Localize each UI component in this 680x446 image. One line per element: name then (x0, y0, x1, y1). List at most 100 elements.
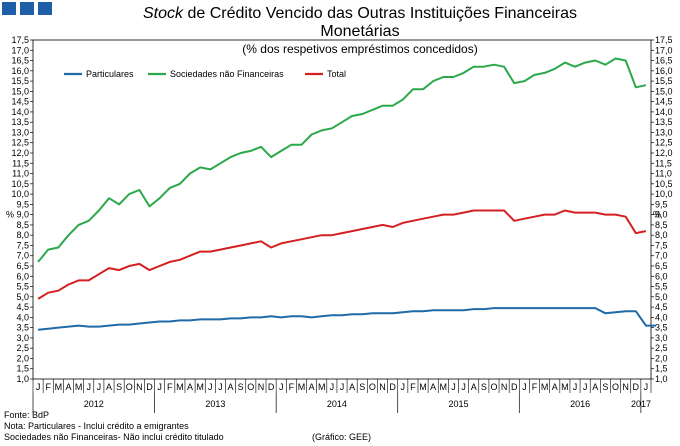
x-month-label: A (106, 382, 112, 392)
year-label: 2016 (570, 399, 590, 409)
logo-square-1 (2, 2, 16, 15)
y-tick-label-right: 11,5 (655, 158, 672, 168)
x-month-label: J (218, 382, 223, 392)
legend-label-1: Particulares (86, 69, 134, 79)
x-month-label: M (55, 382, 63, 392)
y-tick-label-right: 11,0 (655, 169, 672, 179)
x-month-label: F (167, 382, 173, 392)
x-month-label: J (330, 382, 335, 392)
x-month-label: J (461, 382, 466, 392)
series-line-3 (37, 209, 647, 300)
x-month-label: J (573, 382, 578, 392)
y-tick-label-right: 9,0 (655, 210, 668, 220)
x-month-label: O (369, 382, 376, 392)
x-month-label: A (592, 382, 598, 392)
y-tick-label-right: 8,5 (655, 220, 668, 230)
series-line-1 (38, 307, 657, 331)
y-tick-label-right: 12,0 (655, 148, 673, 158)
x-month-label: N (622, 382, 629, 392)
y-tick-label-left: 15,5 (11, 76, 29, 86)
chart-subtitle: (% dos respetivos empréstimos concedidos… (242, 42, 478, 56)
series-line-2 (37, 57, 647, 263)
x-month-label: F (410, 382, 416, 392)
y-tick-label-right: 15,0 (655, 86, 673, 96)
x-month-label: A (552, 382, 558, 392)
x-month-label: J (36, 382, 41, 392)
year-label: 2015 (448, 399, 468, 409)
y-tick-label-left: 17,0 (11, 45, 29, 55)
x-month-label: D (268, 382, 275, 392)
y-tick-label-left: 13,5 (11, 117, 29, 127)
x-month-label: M (196, 382, 204, 392)
y-tick-label-right: 13,0 (655, 127, 673, 137)
y-tick-label-right: 7,0 (655, 251, 668, 261)
footer-source: Fonte: BdP (4, 410, 50, 420)
y-tick-label-left: 12,5 (11, 138, 29, 148)
y-tick-label-right: 6,5 (655, 261, 668, 271)
x-month-label: M (318, 382, 326, 392)
x-month-label: M (419, 382, 427, 392)
x-month-label: J (97, 382, 102, 392)
y-tick-label-left: 5,5 (16, 282, 29, 292)
x-month-label: J (86, 382, 91, 392)
footer-credit: (Gráfico: GEE) (312, 432, 372, 442)
x-month-label: S (116, 382, 122, 392)
chart-title-line2: Monetárias (320, 23, 400, 40)
x-month-label: A (65, 382, 71, 392)
x-month-label: M (176, 382, 184, 392)
y-tick-label-right: 15,5 (655, 76, 673, 86)
y-tick-label-left: 15,0 (11, 86, 29, 96)
y-tick-label-left: 9,5 (16, 199, 29, 209)
x-month-label: O (126, 382, 133, 392)
x-month-label: J (340, 382, 345, 392)
x-month-label: A (187, 382, 193, 392)
y-tick-label-left: 5,0 (16, 292, 29, 302)
logo-square-3 (38, 2, 52, 15)
x-month-label: N (258, 382, 265, 392)
y-tick-label-left: 1,5 (16, 364, 29, 374)
y-tick-label-right: 16,0 (655, 66, 673, 76)
x-month-label: N (501, 382, 508, 392)
y-tick-label-left: 7,0 (16, 251, 29, 261)
x-month-label: F (45, 382, 51, 392)
y-tick-label-right: 10,0 (655, 189, 673, 199)
x-month-label: S (602, 382, 608, 392)
y-tick-label-left: 11,5 (12, 158, 29, 168)
x-month-label: J (583, 382, 588, 392)
year-label: 2013 (205, 399, 225, 409)
x-month-label: S (238, 382, 244, 392)
y-tick-label-right: 1,0 (655, 374, 668, 384)
x-month-label: A (309, 382, 315, 392)
y-tick-label-right: 17,5 (655, 35, 673, 45)
y-tick-label-left: 7,5 (16, 240, 29, 250)
y-tick-label-right: 16,5 (655, 56, 673, 66)
logo-square-2 (20, 2, 34, 15)
y-tick-label-right: 14,5 (655, 97, 673, 107)
y-tick-label-left: 16,0 (11, 66, 29, 76)
plot-frame (32, 39, 652, 380)
y-tick-label-left: 4,0 (16, 312, 29, 322)
y-tick-label-right: 10,5 (655, 179, 673, 189)
y-tick-label-right: 7,5 (655, 240, 668, 250)
y-tick-label-right: 3,5 (655, 323, 668, 333)
x-month-label: M (440, 382, 448, 392)
y-tick-label-right: 1,5 (655, 364, 668, 374)
y-tick-label-right: 6,0 (655, 271, 668, 281)
x-month-label: M (75, 382, 83, 392)
footer-note-2: Sociedades não Financeiras- Não inclui c… (4, 432, 224, 442)
y-tick-label-right: 13,5 (655, 117, 673, 127)
y-tick-label-left: 14,0 (11, 107, 29, 117)
legend-label-2: Sociedades não Financeiras (170, 69, 284, 79)
y-tick-label-right: 5,5 (655, 282, 668, 292)
y-tick-label-left: 9,0 (16, 210, 29, 220)
x-month-label: J (157, 382, 162, 392)
y-tick-label-left: 14,5 (11, 97, 29, 107)
year-label: 2012 (84, 399, 104, 409)
y-tick-label-right: 4,5 (655, 302, 668, 312)
y-tick-label-left: 8,0 (16, 230, 29, 240)
y-tick-label-right: 17,0 (655, 45, 673, 55)
y-tick-label-right: 14,0 (655, 107, 673, 117)
x-month-label: N (136, 382, 143, 392)
y-tick-label-right: 8,0 (655, 230, 668, 240)
